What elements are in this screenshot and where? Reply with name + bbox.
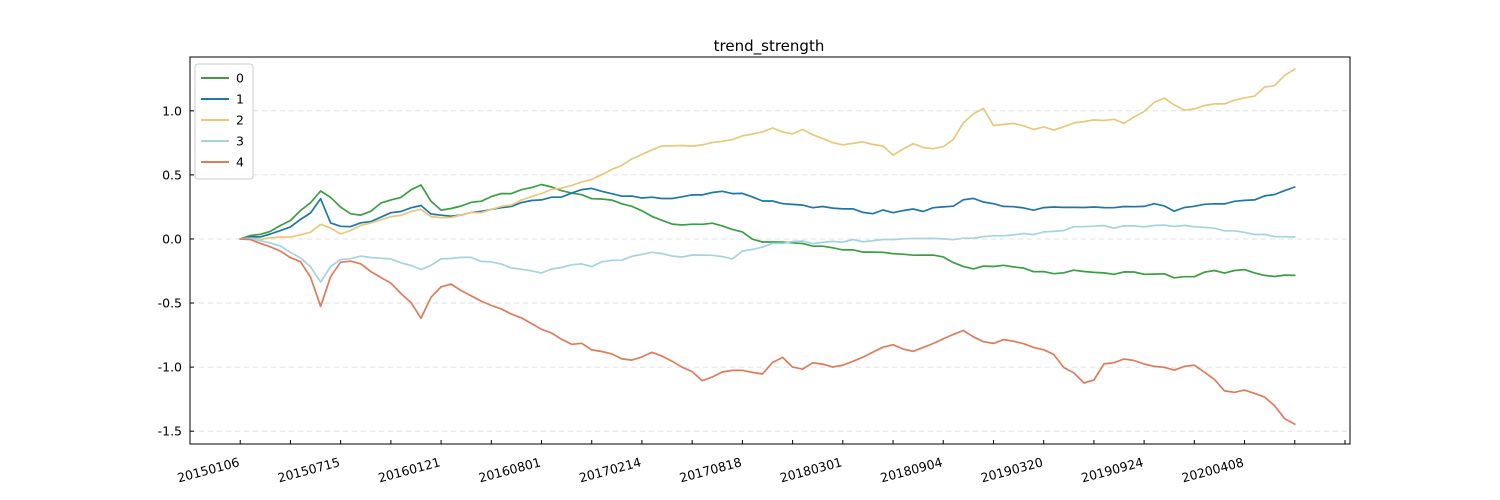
y-tick-label: 0.0	[162, 231, 182, 246]
y-tick-label: -1.0	[158, 360, 182, 375]
legend-label: 4	[236, 155, 244, 170]
x-tick-label: 20150715	[276, 454, 341, 485]
x-tick-label: 20190320	[979, 454, 1044, 485]
x-tick-label: 20180301	[778, 454, 843, 485]
x-tick-label: 20170214	[577, 454, 642, 485]
legend: 0 1 2 3 4	[194, 63, 254, 180]
series-line-3	[239, 224, 1296, 283]
x-tick-label: 20160801	[477, 454, 542, 485]
x-tick-label: 20180904	[879, 454, 944, 485]
series-lines	[239, 68, 1296, 425]
legend-label: 3	[236, 134, 244, 149]
x-tick-label: 20150106	[176, 454, 241, 485]
plot-area-frame	[189, 56, 1351, 445]
legend-label: 0	[236, 71, 244, 86]
chart-title: trend_strength	[714, 37, 825, 56]
legend-label: 2	[236, 113, 244, 128]
y-axis: 1.0 0.5 0.0 -0.5 -1.0 -1.5	[158, 103, 194, 439]
x-axis: 20150106 20150715 20160121 20160801 20170214…	[176, 440, 1346, 485]
y-tick-label: -1.5	[158, 424, 182, 439]
grid	[190, 110, 1350, 432]
x-tick-label: 20160121	[377, 454, 442, 485]
legend-box	[194, 63, 254, 180]
y-tick-label: 1.0	[162, 103, 182, 118]
y-tick-label: 0.5	[162, 167, 182, 182]
series-line-4	[239, 238, 1296, 425]
x-tick-label: 20190924	[1080, 454, 1145, 485]
x-tick-label: 20200408	[1180, 454, 1245, 485]
series-line-0	[239, 183, 1296, 279]
series-line-1	[239, 186, 1296, 240]
legend-label: 1	[236, 92, 244, 107]
x-tick-label: 20170818	[678, 454, 743, 485]
y-tick-label: -0.5	[158, 296, 182, 311]
series-line-2	[239, 68, 1296, 241]
